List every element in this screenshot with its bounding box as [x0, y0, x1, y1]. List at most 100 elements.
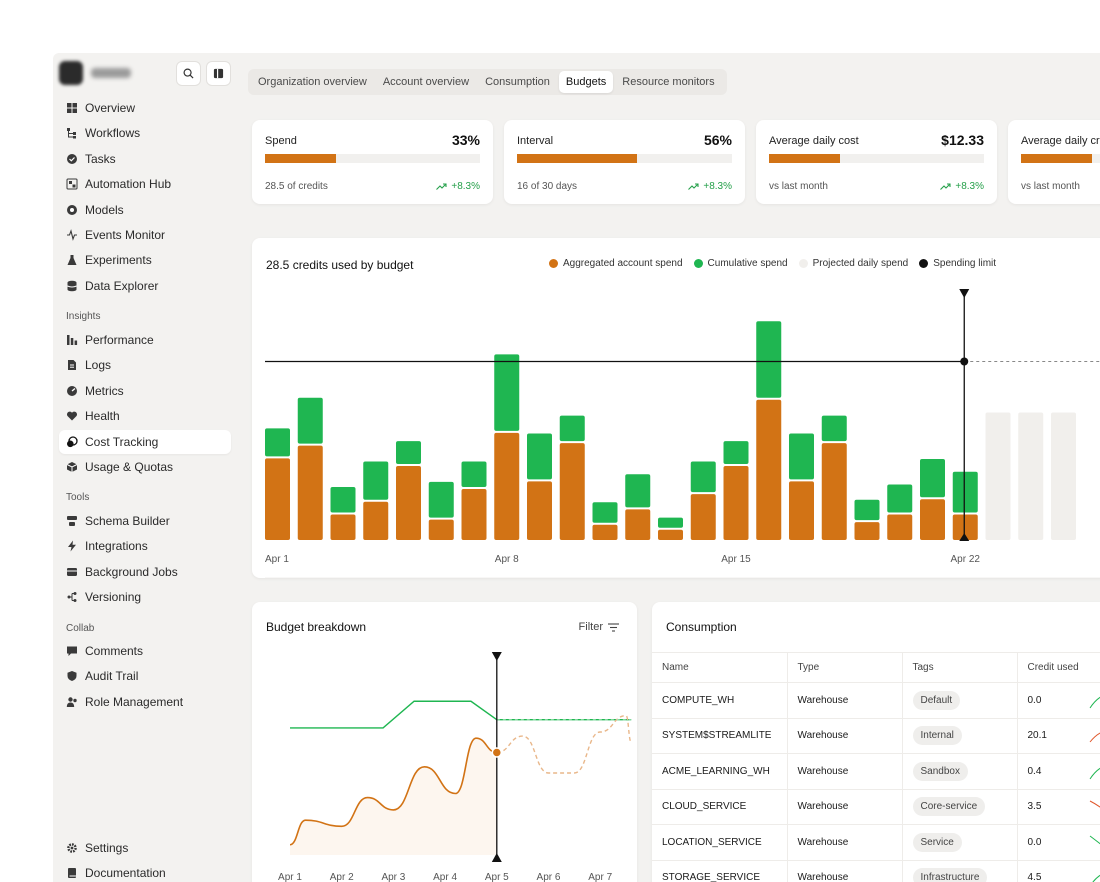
sidebar-item-automation-hub[interactable]: Automation Hub	[59, 172, 231, 196]
cell-credit-used: 4.5	[1016, 860, 1100, 882]
filter-button[interactable]: Filter	[579, 621, 619, 633]
cell-tags: Default	[901, 682, 1017, 719]
column-header-type[interactable]: Type	[786, 652, 902, 683]
sidebar-item-health[interactable]: Health	[59, 404, 231, 428]
cell-type: Warehouse	[786, 682, 902, 719]
kpi-value: 33%	[451, 132, 480, 148]
search-icon	[183, 68, 194, 79]
sidebar-item-events-monitor[interactable]: Events Monitor	[59, 223, 231, 247]
aggregated-spend-bar	[756, 399, 782, 540]
projected-spend-bar	[1051, 412, 1076, 540]
column-header-credit-used[interactable]: Credit used	[1016, 652, 1100, 683]
sidebar-item-metrics[interactable]: Metrics	[59, 379, 231, 403]
kpi-delta-value: +8.3%	[451, 181, 480, 192]
sidebar-item-workflows[interactable]: Workflows	[59, 121, 231, 145]
table-row[interactable]: STORAGE_SERVICE Warehouse Infrastructure 4.…	[652, 860, 1100, 882]
branch-icon	[67, 592, 77, 603]
aggregated-spend-bar	[952, 514, 978, 540]
legend-swatch	[693, 259, 703, 268]
sidebar-item-role-management[interactable]: Role Management	[59, 690, 231, 714]
sidebar-item-label: Comments	[85, 644, 144, 658]
cell-credit-used: 0.0	[1016, 824, 1100, 861]
legend-label: Aggregated account spend	[563, 258, 683, 269]
legend-item-aggregated-account-spend: Aggregated account spend	[549, 258, 683, 269]
table-row[interactable]: CLOUD_SERVICE Warehouse Core-service 3.5	[652, 789, 1100, 825]
sidebar-item-background-jobs[interactable]: Background Jobs	[59, 560, 231, 584]
cell-tags: Infrastructure	[901, 860, 1017, 882]
sidebar-item-usage-quotas[interactable]: Usage & Quotas	[59, 455, 231, 479]
aggregated-spend-bar	[494, 432, 520, 540]
workspace-name-blurred	[91, 68, 131, 78]
spending-limit-marker	[960, 357, 969, 366]
legend-swatch	[549, 259, 558, 268]
sidebar-item-label: Background Jobs	[85, 564, 178, 579]
sidebar-item-tasks[interactable]: Tasks	[59, 147, 231, 171]
sidebar-item-data-explorer[interactable]: Data Explorer	[59, 274, 231, 298]
sidebar-item-documentation[interactable]: Documentation	[59, 861, 231, 882]
sidebar-item-versioning[interactable]: Versioning	[59, 585, 231, 609]
cumulative-spend-bar	[690, 461, 716, 493]
sidebar-item-cost-tracking[interactable]: Cost Tracking	[59, 429, 231, 454]
sidebar-item-experiments[interactable]: Experiments	[59, 248, 231, 272]
search-button[interactable]	[176, 61, 201, 86]
table-row[interactable]: COMPUTE_WH Warehouse Default 0.0	[652, 682, 1100, 719]
cell-name: STORAGE_SERVICE	[652, 860, 787, 882]
table-row[interactable]: ACME_LEARNING_WH Warehouse Sandbox 0.4	[652, 753, 1100, 790]
workspace-switcher[interactable]	[59, 61, 169, 85]
today-marker-bottom	[959, 533, 970, 541]
budget-chart-card: 28.5 credits used by budget Aggregated a…	[252, 238, 1100, 578]
consumption-title: Consumption	[666, 620, 737, 634]
cell-name: COMPUTE_WH	[652, 682, 787, 719]
kpi-subtext: 28.5 of credits	[265, 181, 328, 192]
main-content: Organization overview Account overview Con…	[239, 53, 1100, 882]
sidebar-item-overview[interactable]: Overview	[59, 96, 231, 120]
tab-budgets[interactable]: Budgets	[558, 71, 614, 93]
kpi-subtext: vs last month	[769, 181, 828, 192]
table-row[interactable]: LOCATION_SERVICE Warehouse Service 0.0	[652, 824, 1100, 861]
tab-resource-monitors[interactable]: Resource monitors	[622, 76, 715, 88]
sidebar-item-logs[interactable]: Logs	[59, 353, 231, 377]
sidebar-item-label: Data Explorer	[85, 278, 159, 293]
sidebar-item-label: Performance	[85, 333, 154, 347]
cumulative-spend-bar	[625, 474, 651, 508]
sidebar-item-settings[interactable]: Settings	[59, 836, 231, 860]
sidebar-item-models[interactable]: Models	[59, 198, 231, 222]
table-row[interactable]: SYSTEM$STREAMLITE Warehouse Internal 20.1	[652, 718, 1100, 754]
legend-swatch	[798, 259, 808, 268]
sidebar-item-integrations[interactable]: Integrations	[59, 534, 231, 558]
x-tick-label: Apr 3	[381, 872, 405, 882]
gauge-icon	[67, 385, 77, 396]
kpi-delta-value: +8.3%	[703, 181, 732, 192]
cumulative-spend-bar	[821, 415, 847, 442]
tab-consumption[interactable]: Consumption	[485, 76, 550, 88]
kpi-value: $12.33	[941, 132, 984, 148]
cell-type: Warehouse	[786, 718, 902, 754]
kpi-card-average-daily-credits: Average daily credits vs last month	[1008, 120, 1100, 204]
sidebar-item-performance[interactable]: Performance	[59, 328, 231, 352]
tab-account-overview[interactable]: Account overview	[382, 76, 470, 88]
aggregated-spend-bar	[887, 514, 913, 540]
sidebar-item-schema-builder[interactable]: Schema Builder	[59, 509, 231, 533]
aggregated-spend-bar	[854, 522, 880, 540]
aggregated-spend-bar	[789, 481, 814, 540]
sidebar-item-audit-trail[interactable]: Audit Trail	[59, 664, 231, 688]
toggle-sidebar-button[interactable]	[206, 61, 231, 86]
column-header-tags[interactable]: Tags	[901, 652, 1017, 683]
aggregated-spend-bar	[920, 499, 945, 540]
book-icon	[68, 868, 76, 879]
aggregated-spend-bar	[396, 466, 421, 540]
sidebar-item-comments[interactable]: Comments	[59, 639, 231, 663]
sidebar-item-label: Schema Builder	[85, 514, 170, 528]
x-tick-label: Apr 1	[278, 872, 302, 882]
tag-badge: Sandbox	[912, 761, 968, 781]
kpi-progress-track	[1021, 154, 1100, 163]
spend-line	[289, 737, 497, 846]
cell-type: Warehouse	[786, 860, 902, 882]
cell-credit-used: 0.0	[1016, 682, 1100, 719]
sidebar-item-label: Tasks	[85, 151, 116, 166]
column-header-name[interactable]: Name	[652, 652, 787, 683]
cumulative-spend-bar	[658, 517, 683, 528]
legend-label: Cumulative spend	[707, 258, 788, 269]
tab-organization-overview[interactable]: Organization overview	[258, 76, 367, 88]
database-icon	[67, 280, 77, 292]
